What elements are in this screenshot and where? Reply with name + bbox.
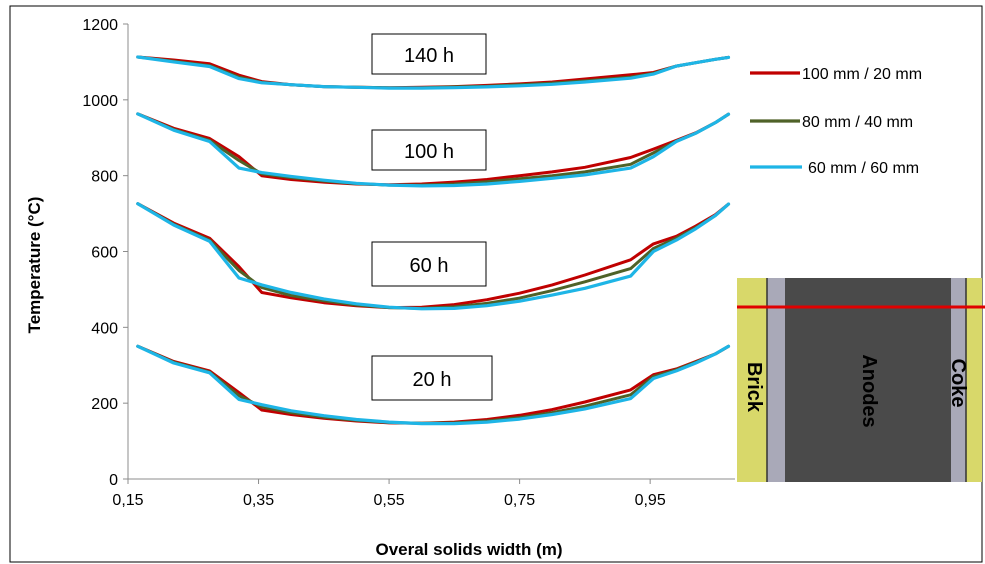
inset-brick-left (737, 278, 767, 482)
y-tick-label: 1200 (82, 17, 118, 34)
series-line-20h-3 (136, 344, 731, 426)
group-labels: 140 h 100 h 60 h 20 h (371, 33, 493, 401)
y-tick-label: 400 (91, 320, 118, 337)
inset-anodes (785, 278, 951, 482)
x-tick-label: 0,95 (635, 492, 666, 509)
x-axis-title: Overal solids width (m) (375, 540, 562, 559)
y-ticks: 0 200 400 600 800 1000 1200 (82, 17, 128, 489)
time-label: 100 h (404, 141, 454, 163)
x-tick-label: 0,75 (504, 492, 535, 509)
time-label-box (371, 355, 493, 401)
time-label-box (371, 241, 487, 287)
legend-label: 80 mm / 40 mm (802, 114, 913, 131)
time-label: 20 h (413, 369, 452, 391)
y-tick-label: 200 (91, 396, 118, 413)
series-line-140h-3 (136, 55, 731, 90)
time-label: 140 h (404, 45, 454, 67)
legend: 100 mm / 20 mm 80 mm / 40 mm 60 mm / 60 mm (750, 66, 922, 177)
y-axis-title: Temperature (°C) (25, 197, 44, 334)
x-ticks: 0,15 0,35 0,55 0,75 0,95 (112, 479, 666, 509)
time-label-box (371, 33, 487, 75)
series-layer (136, 55, 731, 426)
inset-label-coke: Coke (947, 359, 969, 408)
legend-label: 100 mm / 20 mm (802, 66, 922, 83)
y-tick-label: 600 (91, 245, 118, 262)
series-line-100h-3 (136, 112, 731, 188)
inset-coke-left (767, 278, 785, 482)
y-tick-label: 1000 (82, 93, 118, 110)
y-tick-label: 0 (109, 472, 118, 489)
x-tick-label: 0,55 (374, 492, 405, 509)
y-tick-label: 800 (91, 169, 118, 186)
series-line-100h-1 (136, 112, 730, 187)
time-label-box (371, 129, 487, 171)
inset-coke-right (951, 278, 966, 482)
legend-label: 60 mm / 60 mm (808, 160, 919, 177)
furnace-inset: Brick Anodes Coke (737, 278, 985, 482)
inset-brick-right (966, 278, 982, 482)
time-label: 60 h (410, 255, 449, 277)
inset-label-anodes: Anodes (858, 354, 880, 427)
series-line-60h-3 (136, 202, 731, 311)
x-tick-label: 0,15 (112, 492, 143, 509)
x-tick-label: 0,35 (243, 492, 274, 509)
inset-label-brick: Brick (743, 362, 765, 413)
